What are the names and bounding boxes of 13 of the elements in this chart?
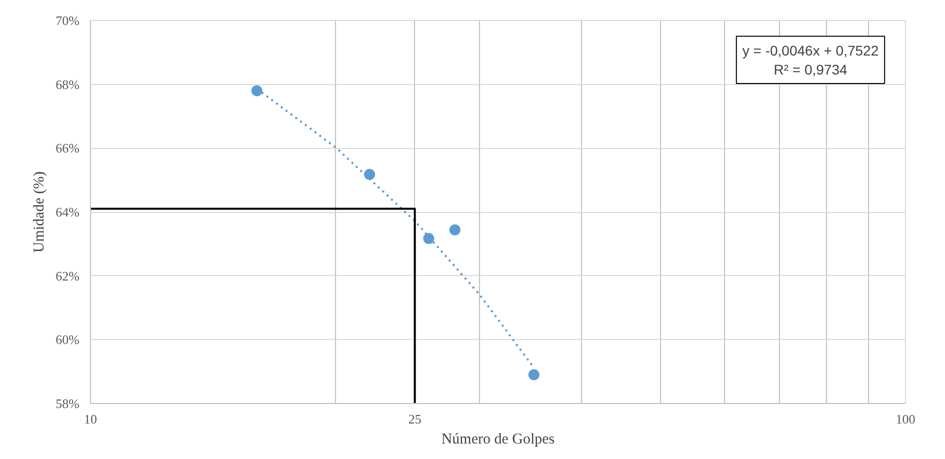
x-tick-label: 10	[84, 412, 97, 426]
x-tick-label: 100	[896, 412, 916, 426]
y-tick-label: 60%	[56, 332, 80, 348]
y-tick-label: 58%	[56, 396, 80, 411]
x-axis-title: Número de Golpes	[441, 432, 555, 448]
annotation: y = -0,0046x + 0,7522 R² = 0,9734	[742, 42, 879, 78]
y-tick-label: 62%	[56, 268, 80, 284]
y-tick-label: 66%	[56, 140, 80, 156]
y-axis-title: Umidade (%)	[32, 171, 48, 253]
y-tick-label: 70%	[56, 13, 80, 28]
y-tick-label: 64%	[56, 204, 80, 220]
y-tick-label: 68%	[56, 76, 80, 92]
x-tick-label: 25	[408, 412, 422, 426]
